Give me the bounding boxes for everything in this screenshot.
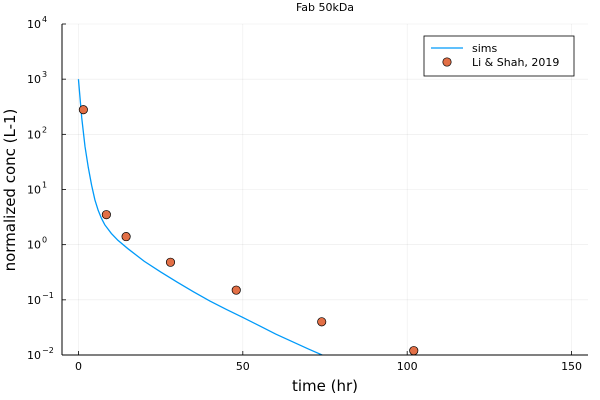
data-point xyxy=(165,257,176,267)
y-tick-label: 10 xyxy=(27,73,41,86)
y-axis-label: normalized conc (L-1) xyxy=(1,109,19,272)
x-tick-label: 100 xyxy=(397,360,418,373)
legend: sims Li & Shah, 2019 xyxy=(423,35,575,77)
x-tick-label: 150 xyxy=(561,360,582,373)
y-tick-exponent: −1 xyxy=(42,291,54,300)
y-tick-exponent: −2 xyxy=(42,346,54,355)
y-tick-label: 10 xyxy=(27,349,41,362)
legend-data-marker xyxy=(442,57,452,67)
x-tick-label: 0 xyxy=(75,360,82,373)
y-tick-exponent: 0 xyxy=(42,236,47,245)
y-tick-exponent: 4 xyxy=(42,15,47,24)
y-tick-label: 10 xyxy=(27,294,41,307)
y-tick-exponent: 2 xyxy=(42,125,47,134)
data-point xyxy=(101,210,111,220)
data-point xyxy=(121,232,131,242)
legend-box xyxy=(423,35,575,77)
y-tick-exponent: 1 xyxy=(42,181,47,190)
y-tick-label: 10 xyxy=(27,239,41,252)
data-point xyxy=(409,346,419,356)
sims-line xyxy=(77,79,324,355)
x-tick-label: 50 xyxy=(236,360,250,373)
y-tick-label: 10 xyxy=(27,18,41,31)
data-point xyxy=(231,285,241,295)
chart-title: Fab 50kDa xyxy=(296,1,354,14)
y-tick-label: 10 xyxy=(27,184,41,197)
x-axis-label: time (hr) xyxy=(292,377,358,395)
y-tick-exponent: 3 xyxy=(42,70,47,79)
plot-area xyxy=(77,79,419,356)
legend-data-label: Li & Shah, 2019 xyxy=(472,56,559,69)
data-point xyxy=(317,317,327,327)
data-point xyxy=(78,105,88,115)
legend-sims-label: sims xyxy=(472,42,498,55)
y-tick-label: 10 xyxy=(27,128,41,141)
x-axis-ticks: 0 50 100 150 xyxy=(75,351,582,373)
